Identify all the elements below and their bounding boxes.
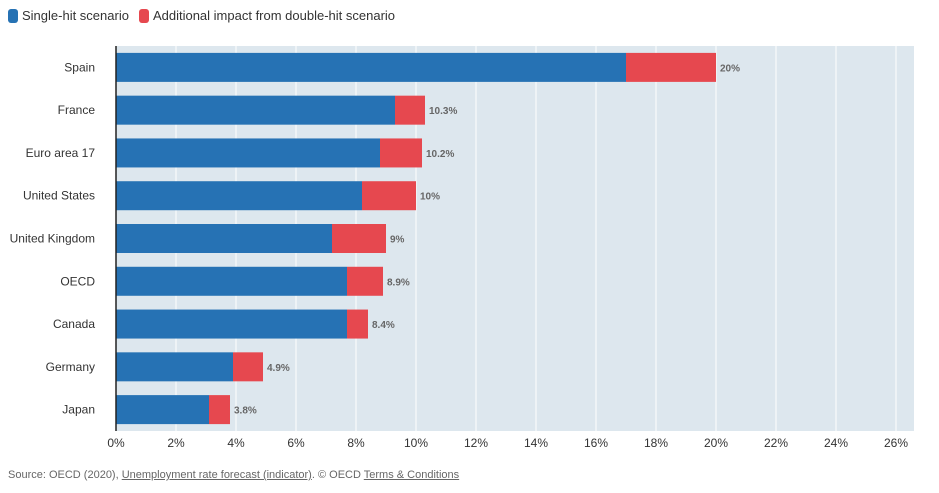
- source-footer: Source: OECD (2020), Unemployment rate f…: [8, 469, 459, 481]
- bar-single: [116, 138, 380, 168]
- legend-item-additional[interactable]: Additional impact from double-hit scenar…: [138, 8, 396, 23]
- legend: Single-hit scenario Additional impact fr…: [8, 8, 399, 23]
- bar-single: [116, 395, 209, 425]
- x-tick-label: 24%: [824, 436, 848, 450]
- x-tick-label: 18%: [644, 436, 668, 450]
- bar-single: [116, 52, 626, 82]
- total-data-label: 4.9%: [267, 363, 290, 374]
- category-label: Euro area 17: [26, 146, 96, 160]
- legend-item-single[interactable]: Single-hit scenario: [8, 8, 129, 23]
- bar-additional: [233, 352, 263, 382]
- category-label: Spain: [64, 60, 95, 74]
- legend-swatch-additional: [138, 8, 149, 23]
- x-tick-label: 12%: [464, 436, 488, 450]
- bar-additional: [209, 395, 230, 425]
- category-label: United Kingdom: [10, 232, 95, 246]
- bar-additional: [347, 266, 383, 296]
- bar-single: [116, 95, 395, 125]
- x-tick-label: 4%: [227, 436, 245, 450]
- total-data-label: 20%: [720, 63, 740, 74]
- bar-single: [116, 352, 233, 382]
- x-tick-label: 2%: [167, 436, 185, 450]
- bar-additional: [347, 309, 368, 339]
- category-label: France: [58, 103, 96, 117]
- x-tick-label: 8%: [347, 436, 365, 450]
- x-tick-label: 0%: [107, 436, 125, 450]
- source-mid: . © OECD: [311, 469, 364, 481]
- bar-single: [116, 224, 332, 253]
- total-data-label: 10.2%: [426, 149, 454, 160]
- x-tick-label: 22%: [764, 436, 788, 450]
- bar-single: [116, 309, 347, 339]
- bar-additional: [332, 224, 386, 253]
- source-prefix: Source: OECD (2020),: [8, 469, 122, 481]
- category-label: Canada: [53, 317, 95, 331]
- category-label: Germany: [46, 360, 95, 374]
- bar-additional: [362, 181, 416, 211]
- terms-link[interactable]: Terms & Conditions: [363, 469, 460, 481]
- total-data-label: 8.4%: [372, 320, 395, 331]
- indicator-link[interactable]: Unemployment rate forecast (indicator): [121, 469, 312, 481]
- bar-single: [116, 266, 347, 296]
- total-data-label: 3.8%: [234, 406, 257, 417]
- x-tick-label: 6%: [287, 436, 305, 450]
- x-tick-label: 20%: [704, 436, 728, 450]
- bar-additional: [395, 95, 425, 125]
- x-tick-label: 10%: [404, 436, 428, 450]
- bar-additional: [626, 52, 716, 82]
- legend-label-single: Single-hit scenario: [22, 8, 129, 23]
- category-label: United States: [23, 189, 95, 203]
- x-tick-label: 14%: [524, 436, 548, 450]
- bar-single: [116, 181, 362, 211]
- total-data-label: 10.3%: [429, 106, 457, 117]
- x-tick-label: 16%: [584, 436, 608, 450]
- category-label: OECD: [60, 274, 95, 288]
- total-data-label: 10%: [420, 192, 440, 203]
- legend-swatch-single: [8, 8, 18, 23]
- category-label: Japan: [62, 403, 95, 417]
- x-tick-label: 26%: [884, 436, 908, 450]
- legend-label-additional: Additional impact from double-hit scenar…: [152, 8, 396, 23]
- bar-additional: [380, 138, 422, 168]
- total-data-label: 9%: [390, 235, 405, 246]
- total-data-label: 8.9%: [387, 277, 410, 288]
